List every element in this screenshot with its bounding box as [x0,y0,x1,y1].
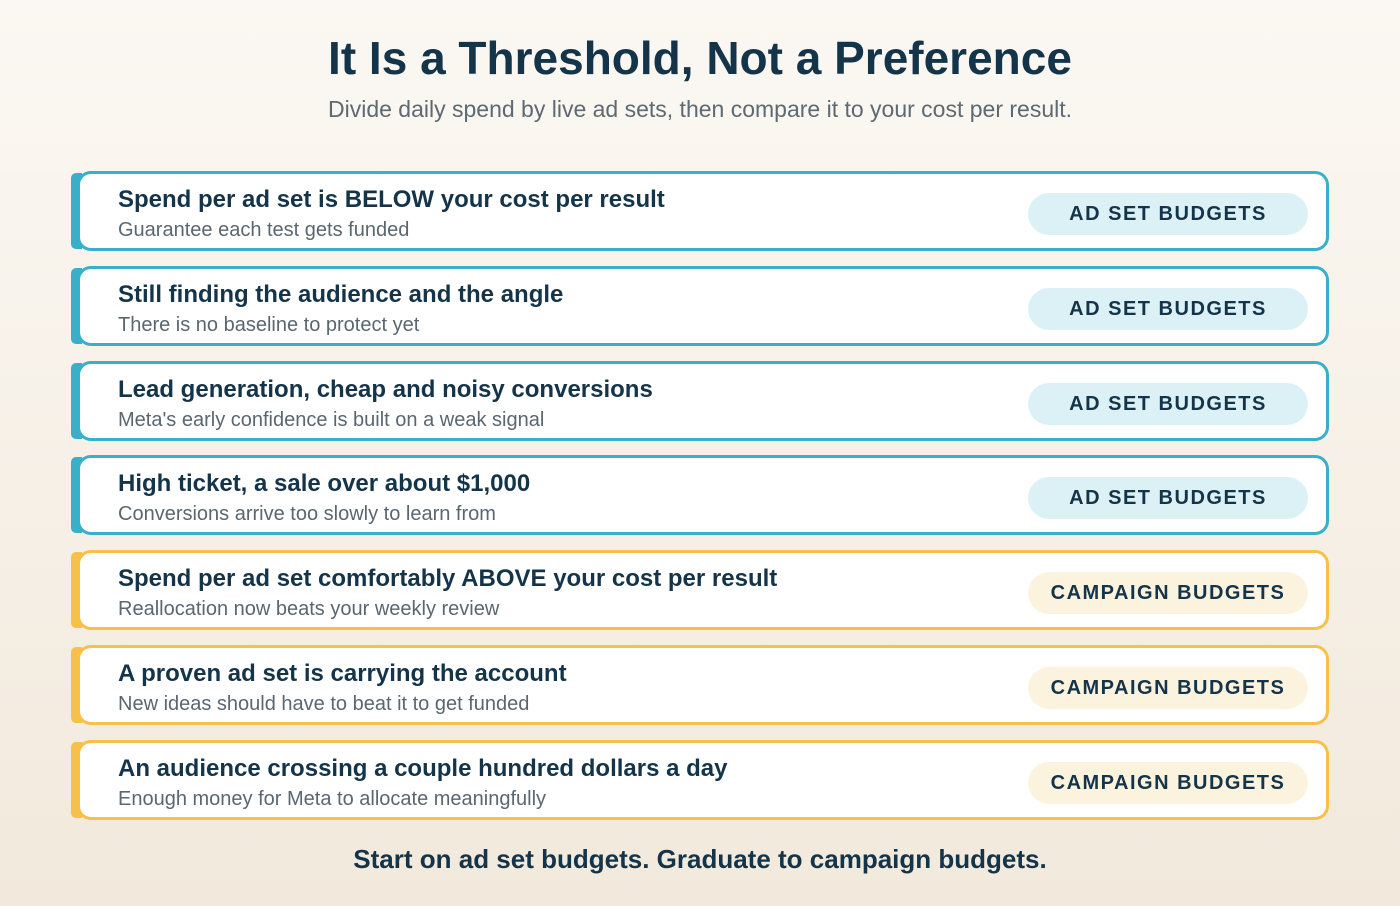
page-subtitle: Divide daily spend by live ad sets, then… [327,96,1073,122]
row-accent-bar [71,173,82,249]
row-subtext: New ideas should have to beat it to get … [118,692,530,715]
decision-list: Spend per ad set is BELOW your cost per … [71,171,1329,835]
footer-note: Start on ad set budgets. Graduate to cam… [353,844,1047,874]
row-heading: An audience crossing a couple hundred do… [118,754,728,782]
campaign-budgets-badge: CAMPAIGN BUDGETS [1028,666,1308,709]
ad-set-budgets-badge: AD SET BUDGETS [1028,477,1308,520]
decision-row-high-ticket: High ticket, a sale over about $1,000 Co… [71,455,1329,536]
row-subtext: Guarantee each test gets funded [118,219,410,241]
decision-row-lead-generation: Lead generation, cheap and noisy convers… [71,360,1329,441]
row-accent-bar [71,267,82,344]
row-heading: A proven ad set is carrying the account [118,659,567,687]
row-heading: Spend per ad set is BELOW your cost per … [118,186,665,213]
row-subtext: There is no baseline to protect yet [118,313,420,336]
row-heading: Lead generation, cheap and noisy convers… [118,375,653,403]
row-accent-bar [71,457,82,534]
row-heading: Spend per ad set comfortably ABOVE your … [118,565,778,593]
row-card: High ticket, a sale over about $1,000 Co… [77,455,1329,536]
campaign-budgets-badge: CAMPAIGN BUDGETS [1028,761,1308,804]
ad-set-budgets-badge: AD SET BUDGETS [1028,193,1308,235]
row-subtext: Reallocation now beats your weekly revie… [118,598,500,621]
row-card: Spend per ad set comfortably ABOVE your … [77,550,1329,631]
row-card: Still finding the audience and the angle… [77,265,1329,346]
ad-set-budgets-badge: AD SET BUDGETS [1028,287,1308,330]
campaign-budgets-badge: CAMPAIGN BUDGETS [1028,572,1308,615]
decision-row-large-audience: An audience crossing a couple hundred do… [71,739,1329,820]
decision-row-below-cost: Spend per ad set is BELOW your cost per … [71,171,1329,251]
decision-row-above-cost: Spend per ad set comfortably ABOVE your … [71,550,1329,631]
ad-set-budgets-badge: AD SET BUDGETS [1028,382,1308,425]
row-subtext: Conversions arrive too slowly to learn f… [118,503,496,526]
row-accent-bar [71,362,82,439]
row-card: Lead generation, cheap and noisy convers… [77,360,1329,441]
row-card: Spend per ad set is BELOW your cost per … [77,171,1329,251]
row-subtext: Meta's early confidence is built on a we… [118,408,545,431]
row-heading: High ticket, a sale over about $1,000 [118,470,531,498]
row-accent-bar [71,646,82,723]
row-card: A proven ad set is carrying the account … [77,644,1329,725]
decision-row-proven-ad-set: A proven ad set is carrying the account … [71,644,1329,725]
decision-row-finding-audience: Still finding the audience and the angle… [71,265,1329,346]
row-subtext: Enough money for Meta to allocate meanin… [118,787,547,810]
row-heading: Still finding the audience and the angle [118,280,564,308]
row-card: An audience crossing a couple hundred do… [77,739,1329,820]
row-accent-bar [71,741,82,818]
row-accent-bar [71,552,82,629]
page-title: It Is a Threshold, Not a Preference [328,32,1072,84]
